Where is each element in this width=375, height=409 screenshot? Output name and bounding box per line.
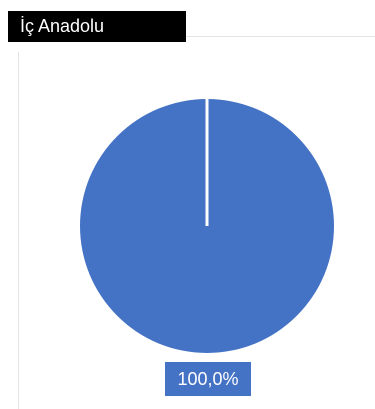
- chart-frame-left-border: [18, 52, 19, 409]
- chart-frame-top-border: [186, 36, 375, 37]
- chart-title: İç Anadolu: [8, 11, 186, 42]
- pie-slice-data-label: 100,0%: [165, 362, 251, 396]
